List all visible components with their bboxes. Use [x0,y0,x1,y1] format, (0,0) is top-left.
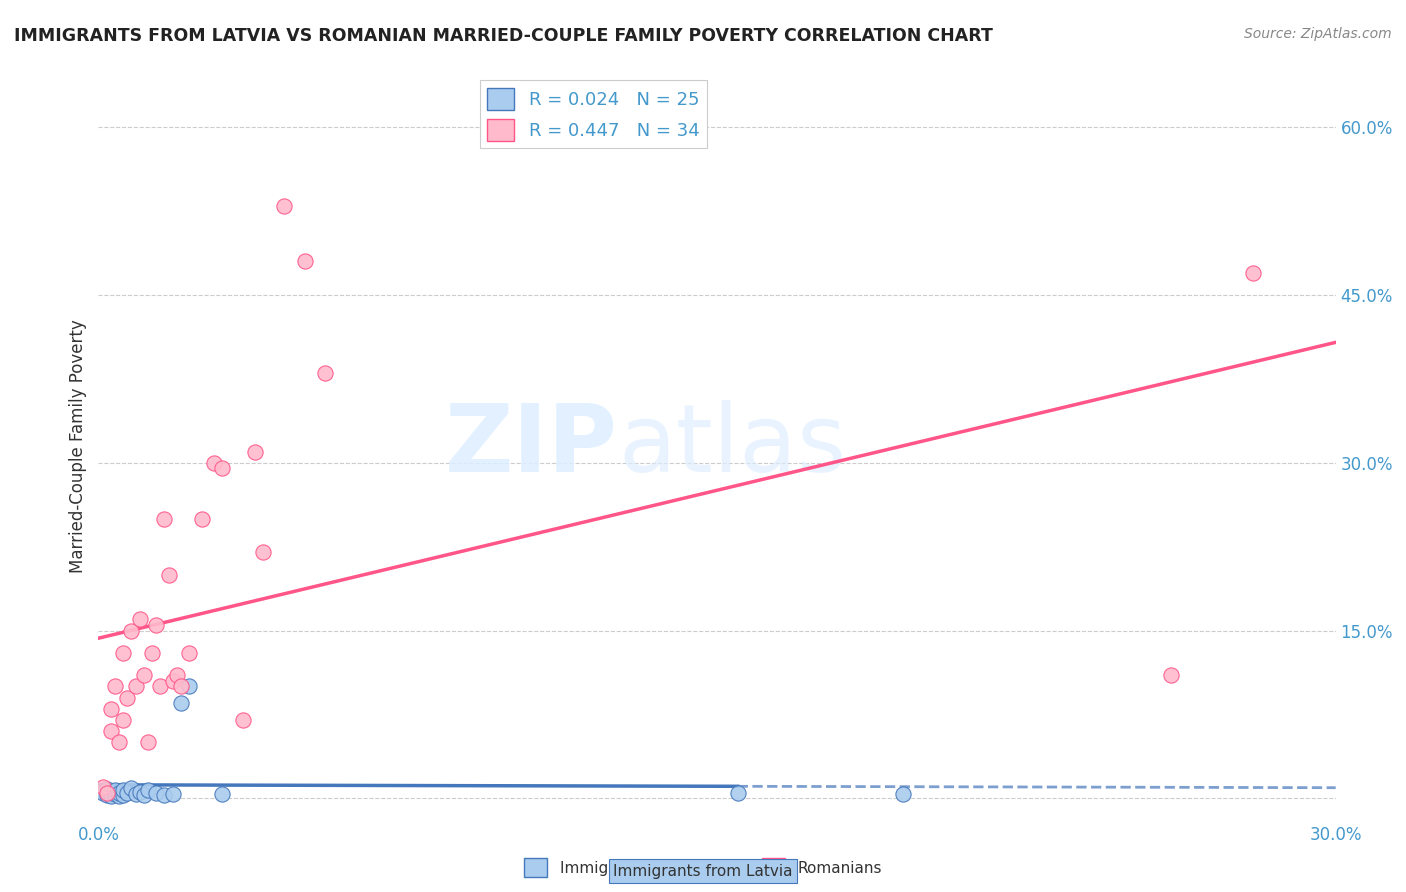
Legend: R = 0.024   N = 25, R = 0.447   N = 34: R = 0.024 N = 25, R = 0.447 N = 34 [479,80,707,148]
Point [136,783,159,797]
Text: Source: ZipAtlas.com: Source: ZipAtlas.com [1244,27,1392,41]
Point [91,780,114,794]
Point [211,461,233,475]
Point [96,782,118,797]
Point [128,612,150,626]
Point [120,624,142,638]
Point [166,668,188,682]
Point [232,713,254,727]
Point [112,713,135,727]
Point [112,788,135,802]
Point [1160,668,1182,682]
Point [190,511,212,525]
Text: ZIP: ZIP [446,400,619,492]
Point [132,788,155,802]
Point [170,680,193,694]
Point [153,511,176,525]
Point [149,680,172,694]
Point [104,787,127,801]
Y-axis label: Married-Couple Family Poverty: Married-Couple Family Poverty [69,319,87,573]
Point [145,786,167,800]
Point [179,680,201,694]
Point [314,367,336,381]
Point [96,788,118,802]
Text: IMMIGRANTS FROM LATVIA VS ROMANIAN MARRIED-COUPLE FAMILY POVERTY CORRELATION CHA: IMMIGRANTS FROM LATVIA VS ROMANIAN MARRI… [14,27,993,45]
Point [132,668,155,682]
Point [120,781,142,796]
Point [108,789,131,803]
Point [96,786,118,800]
Point [145,618,167,632]
Point [273,198,295,212]
Point [100,789,122,803]
Point [117,786,139,800]
Point [104,680,127,694]
Point [162,787,184,801]
Point [100,702,122,716]
Point [100,724,122,739]
Text: Immigrants from Latvia: Immigrants from Latvia [613,863,793,879]
Point [202,456,225,470]
Point [104,783,127,797]
Point [124,680,146,694]
Text: atlas: atlas [619,400,846,492]
Point [136,735,159,749]
Point [179,646,201,660]
Point [112,646,135,660]
Point [112,783,135,797]
Point [211,787,233,801]
Point [117,690,139,705]
Legend: Immigrants from Latvia, Romanians: Immigrants from Latvia, Romanians [519,852,887,883]
Point [170,696,193,710]
Point [100,784,122,798]
Point [243,444,266,458]
Point [1241,266,1264,280]
Point [727,786,749,800]
Point [294,254,316,268]
Point [91,786,114,800]
Point [153,788,176,802]
Point [162,673,184,688]
Point [141,646,163,660]
Point [108,786,131,800]
Point [108,735,131,749]
Point [252,545,274,559]
Point [891,787,914,801]
Point [157,567,180,582]
Point [124,787,146,801]
Point [128,784,150,798]
